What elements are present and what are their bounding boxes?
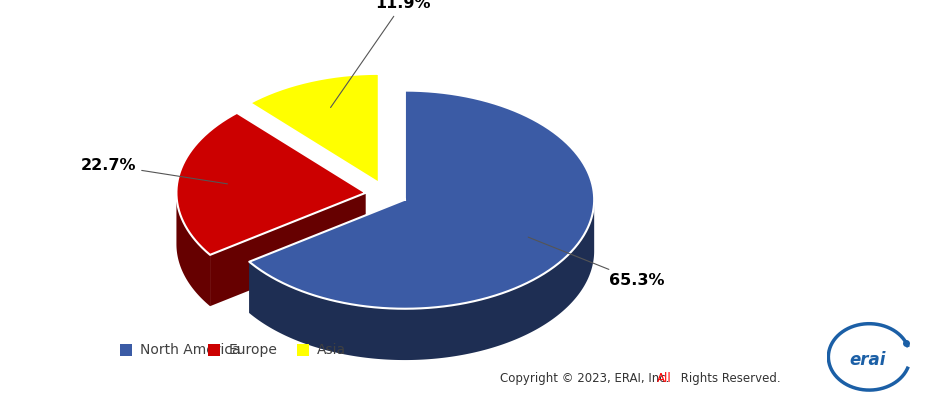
Text: Rights Reserved.: Rights Reserved.: [677, 373, 781, 385]
Text: 11.9%: 11.9%: [331, 0, 431, 107]
Bar: [297, 344, 308, 356]
Bar: [208, 344, 220, 356]
Bar: [120, 344, 133, 356]
Polygon shape: [249, 200, 405, 313]
Polygon shape: [177, 193, 210, 306]
Text: Copyright © 2023, ERAI, Inc.: Copyright © 2023, ERAI, Inc.: [500, 373, 676, 385]
Text: erai: erai: [849, 351, 885, 369]
Polygon shape: [249, 91, 594, 309]
Polygon shape: [249, 200, 594, 360]
Text: Asia: Asia: [317, 343, 346, 356]
Text: All: All: [657, 373, 672, 385]
Text: 65.3%: 65.3%: [529, 237, 665, 288]
Polygon shape: [177, 113, 366, 255]
Polygon shape: [250, 74, 379, 183]
Text: North America: North America: [140, 343, 241, 356]
Text: 22.7%: 22.7%: [80, 158, 228, 184]
Polygon shape: [210, 193, 366, 306]
Text: Europe: Europe: [229, 343, 277, 356]
